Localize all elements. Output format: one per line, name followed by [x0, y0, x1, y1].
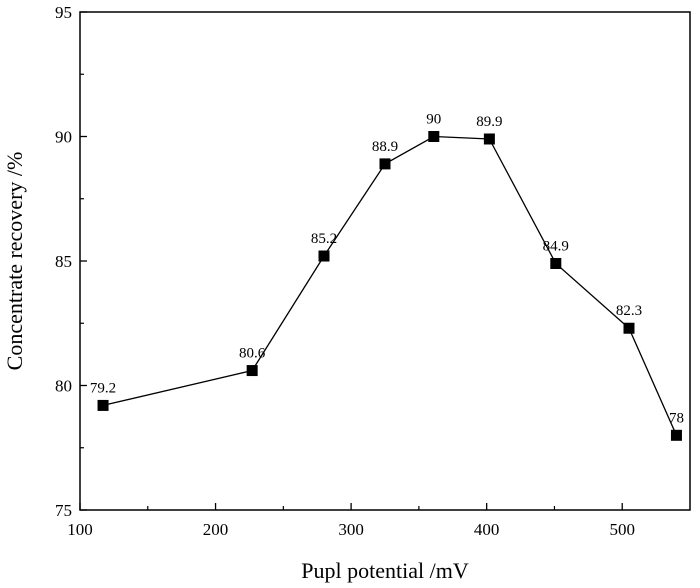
x-tick-label: 300	[338, 520, 364, 539]
data-point	[318, 250, 330, 262]
y-tick-label: 95	[55, 3, 72, 22]
x-tick-label: 400	[474, 520, 500, 539]
data-label: 88.9	[372, 139, 398, 155]
y-tick-label: 75	[55, 501, 72, 520]
data-label: 84.9	[543, 238, 569, 254]
data-point	[428, 131, 440, 142]
x-tick-label: 200	[203, 520, 229, 539]
data-point	[97, 399, 109, 411]
data-label: 78	[669, 410, 684, 426]
data-point	[623, 322, 635, 334]
plot-frame	[79, 11, 691, 511]
y-axis: 75 80 85 90 95	[55, 3, 87, 520]
y-tick-label: 85	[55, 252, 72, 271]
series-line	[102, 135, 678, 436]
x-axis-title: Pupl potential /mV	[301, 558, 469, 583]
data-label: 89.9	[476, 114, 502, 130]
y-axis-title: Concentrate recovery /%	[2, 152, 27, 371]
data-point	[670, 429, 682, 441]
data-label: 79.2	[90, 380, 116, 396]
y-tick-label: 80	[55, 377, 72, 396]
data-point	[379, 158, 391, 170]
data-point	[550, 257, 562, 269]
x-tick-label: 100	[67, 520, 93, 539]
x-tick-label: 500	[609, 520, 635, 539]
data-label: 85.2	[311, 231, 337, 247]
series-layer: 79.2 80.6 85.2 88.9 90 89.9 84.9 82.3 78	[90, 112, 684, 441]
data-label: 90	[426, 112, 441, 128]
data-label: 82.3	[616, 303, 642, 319]
y-tick-label: 90	[55, 128, 72, 147]
data-label: 80.6	[239, 346, 266, 362]
data-point	[483, 133, 495, 145]
data-point	[246, 365, 258, 377]
x-axis: 100 200 300 400 500	[67, 503, 635, 539]
